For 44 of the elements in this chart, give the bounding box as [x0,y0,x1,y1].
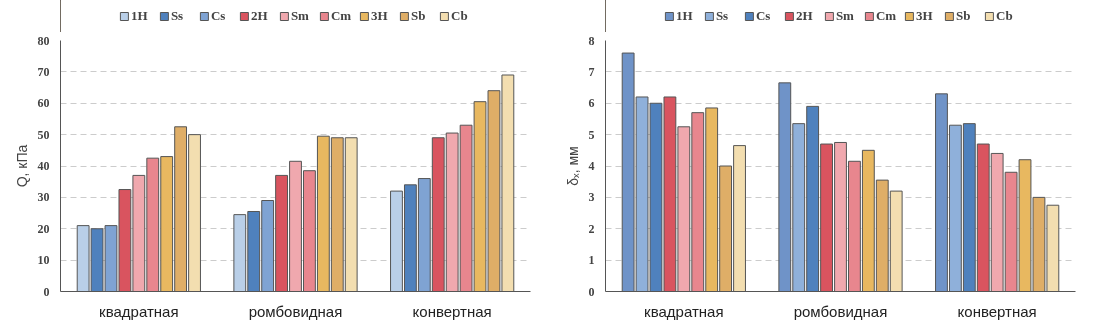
y-tick-label: 1 [588,253,595,268]
legend-label: 2H [250,8,269,24]
legend-label: 1H [130,8,149,24]
legend-label: 3H [916,8,934,24]
legend-label: Ss [715,8,730,24]
y-tick-label: 70 [37,64,50,79]
y-tick-label: 40 [37,159,50,173]
y-tick-label: 0 [588,284,595,299]
x-tick-label: конвертная [957,302,1037,320]
y-tick-label: 60 [37,96,50,111]
legend-label: Cs [210,8,227,24]
legend-label: Cs [755,8,772,24]
y-tick-label: 4 [588,159,595,173]
legend-label: Sm [290,8,310,24]
x-tick-label: квадратная [99,302,179,320]
legend-label: 1H [675,8,694,24]
legend-label: Sb [411,8,427,24]
legend-label: Cb [996,8,1014,24]
legend-label: Sm [835,8,855,24]
y-tick-label: 20 [37,221,50,236]
y-axis-title: Q, кПа [13,144,30,188]
legend-label: Cb [451,8,469,24]
x-tick-label: ромбовидная [248,302,343,320]
y-tick-label: 10 [37,253,50,268]
x-tick-label: ромбовидная [793,302,888,320]
y-tick-label: 0 [43,284,50,299]
y-tick-label: 3 [588,190,595,205]
y-tick-label: 80 [37,33,50,48]
legend-label: Ss [170,8,185,24]
y-axis-title: δₓ, мм [564,146,581,186]
x-tick-label: квадратная [644,302,724,320]
y-tick-label: 8 [588,33,595,48]
y-tick-label: 50 [37,127,50,142]
y-tick-label: 6 [588,96,595,111]
legend-label: Sb [956,8,972,24]
y-tick-label: 5 [588,127,595,142]
legend-label: Cm [330,8,352,24]
y-tick-label: 30 [37,190,50,205]
y-tick-label: 7 [588,64,595,79]
y-tick-label: 2 [588,221,595,236]
legend-label: Cm [875,8,897,24]
x-tick-label: конвертная [412,302,492,320]
legend-label: 3H [371,8,389,24]
legend-label: 2H [795,8,814,24]
